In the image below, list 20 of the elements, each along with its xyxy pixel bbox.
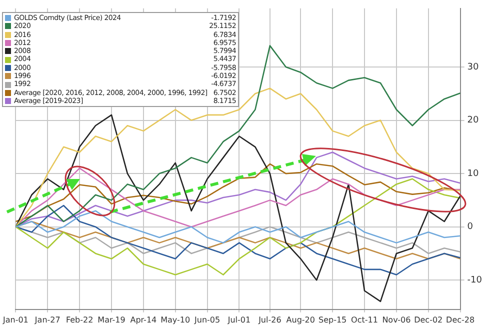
x-tick-label: Mar-19 (98, 315, 126, 324)
x-tick-label: Jan-27 (34, 315, 60, 324)
x-tick-label: Oct-11 (351, 315, 378, 324)
x-tick-label: Dec-02 (414, 315, 443, 324)
y-tick-label: -10 (467, 275, 482, 286)
x-tick-label: Jun-05 (194, 315, 220, 324)
y-tick-label: 30 (467, 62, 480, 72)
x-tick-label: Nov-06 (382, 315, 411, 324)
x-tick-label: Apr-14 (130, 315, 157, 324)
x-tick-label: Jan-01 (2, 315, 28, 324)
x-tick-label: May-10 (160, 315, 190, 324)
x-tick-label: Feb-22 (66, 315, 94, 324)
x-tick-label: Jul-01 (226, 315, 251, 324)
x-tick-label: Sep-15 (318, 315, 347, 324)
x-tick-label: Aug-20 (286, 315, 315, 324)
y-tick-label: 10 (467, 168, 480, 179)
y-tick-label: 0 (467, 222, 474, 232)
x-tick-label: Jul-26 (258, 315, 282, 324)
y-tick-label: 20 (467, 116, 480, 126)
x-tick-label: Dec-28 (446, 315, 475, 324)
